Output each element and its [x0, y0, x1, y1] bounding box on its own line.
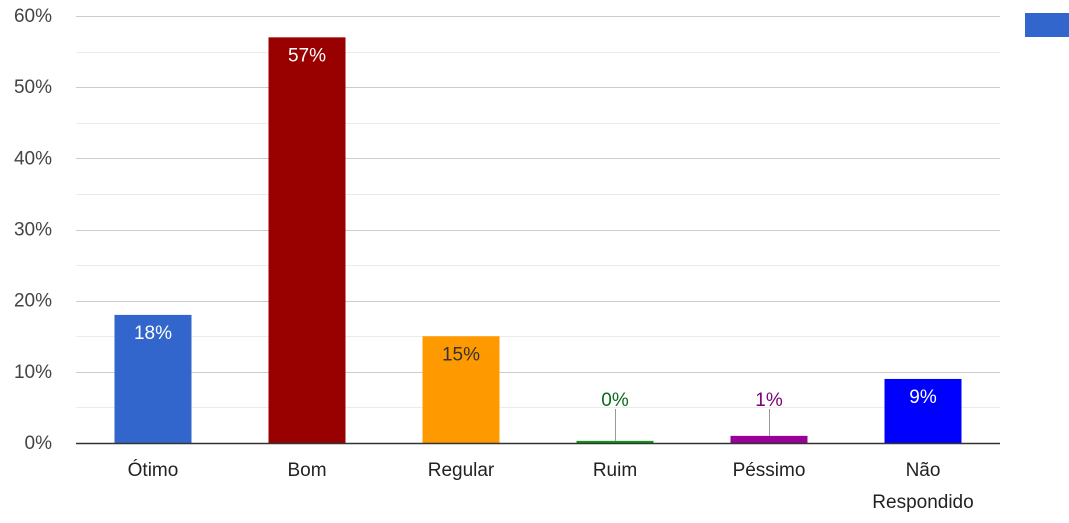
data-label: 9% — [909, 387, 937, 408]
y-tick-label: 30% — [14, 220, 52, 241]
y-tick-label: 10% — [14, 362, 52, 383]
data-label: 18% — [134, 323, 172, 344]
data-labels: 18% 57% 15% 0% 1% 9% — [134, 45, 937, 441]
x-tick-label: Ótimo — [128, 459, 179, 481]
bar — [884, 378, 962, 443]
y-tick-label: 40% — [14, 148, 52, 169]
data-label: 15% — [442, 344, 480, 365]
data-label: 1% — [755, 390, 783, 411]
axes: 0% 10% 20% 30% 40% 50% 60% Ótimo Bom Regular Ruim P… — [14, 6, 1000, 513]
x-tick-label: Regular — [428, 460, 495, 481]
x-tick-label: Péssimo — [733, 460, 806, 481]
bar — [114, 314, 192, 443]
bar — [576, 440, 654, 443]
bar — [422, 336, 500, 443]
y-tick-label: 60% — [14, 6, 52, 27]
gridlines — [76, 16, 1000, 408]
bar — [268, 37, 346, 443]
x-tick-label: Bom — [287, 460, 326, 481]
data-label: 57% — [288, 45, 326, 66]
x-tick-label: Respondido — [872, 492, 973, 513]
x-tick-label: Não — [906, 460, 941, 481]
x-tick-label: Ruim — [593, 460, 637, 481]
y-tick-label: 20% — [14, 291, 52, 312]
legend-swatch — [1025, 13, 1069, 37]
y-tick-label: 50% — [14, 77, 52, 98]
y-tick-label: 0% — [25, 433, 53, 454]
data-label: 0% — [601, 390, 629, 411]
bars — [114, 37, 962, 443]
bar — [730, 435, 808, 443]
